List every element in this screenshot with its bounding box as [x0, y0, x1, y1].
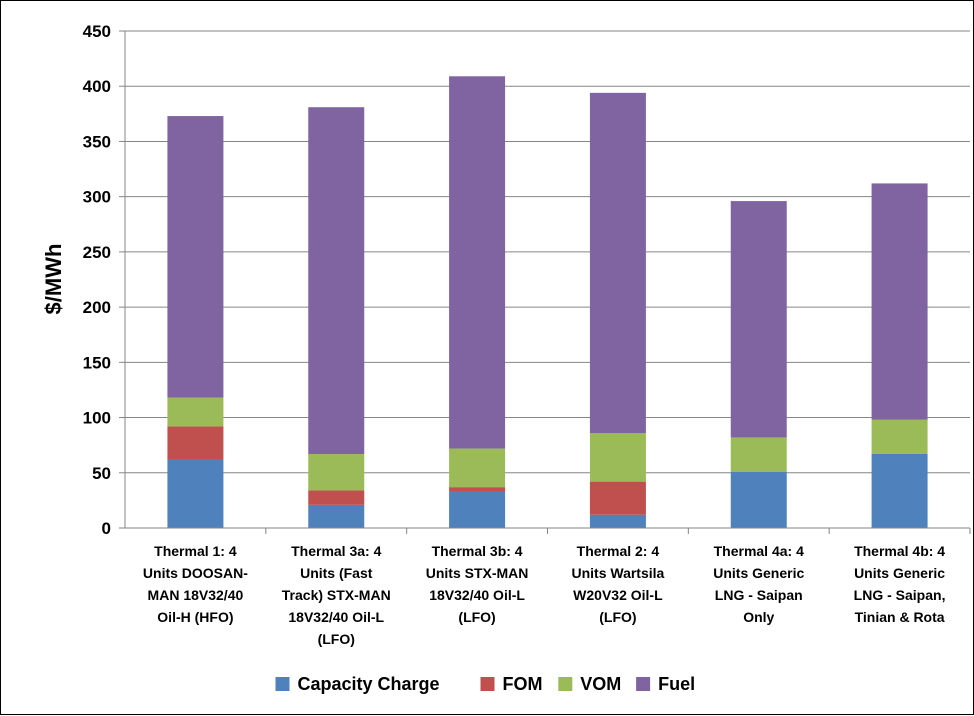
bar-segment-fuel: [449, 76, 506, 449]
y-tick-label: 350: [83, 132, 111, 151]
bar-segment-capacity-charge: [589, 514, 646, 528]
bar-segment-fom: [449, 487, 506, 492]
x-category-label: Thermal 4a: 4 Units Generic LNG - Saipan On…: [713, 543, 804, 625]
bar-segment-vom: [730, 437, 787, 472]
y-tick-label: 100: [83, 409, 111, 428]
x-category-label: Thermal 2: 4 Units Wartsila W20V32 Oil-L (L…: [571, 543, 664, 625]
y-tick-label: 300: [83, 188, 111, 207]
y-tick-label: 200: [83, 298, 111, 317]
y-tick-label: 150: [83, 353, 111, 372]
legend-label: Capacity Charge: [298, 674, 440, 694]
y-axis-ticks: 0 50 100 150 200 250 300 350 400 450: [83, 22, 125, 538]
bar-segment-vom: [589, 433, 646, 482]
bar-segment-capacity-charge: [308, 504, 365, 528]
x-axis-category-labels: Thermal 1: 4 Units DOOSAN-MAN 18V32/40 Oil…: [143, 543, 946, 647]
legend-item: Fuel: [636, 674, 695, 694]
y-tick-label: 450: [83, 22, 111, 41]
bar-segment-capacity-charge: [449, 491, 506, 528]
legend-item: VOM: [558, 674, 621, 694]
bar-segment-fom: [308, 490, 365, 505]
y-tick-label: 400: [83, 77, 111, 96]
y-tick-label: 250: [83, 243, 111, 262]
legend-swatch: [558, 677, 573, 691]
gridlines: [125, 30, 970, 474]
x-category-label: Thermal 3b: 4 Units STX-MAN 18V32/40 Oil-L…: [426, 543, 529, 625]
bar-segment-vom: [167, 397, 224, 427]
bar-segment-fuel: [167, 116, 224, 398]
legend-swatch: [275, 677, 290, 691]
legend-label: FOM: [503, 674, 543, 694]
bar-segment-vom: [449, 448, 506, 488]
legend-swatch: [480, 677, 495, 691]
legend-label: Fuel: [658, 674, 695, 694]
x-category-label: Thermal 3a: 4 Units (Fast Track) STX-MAN 18…: [282, 543, 391, 647]
bar-segment-vom: [871, 419, 928, 455]
bar-segment-fuel: [871, 183, 928, 420]
y-tick-label: 0: [102, 519, 111, 538]
bar-segment-fuel: [730, 201, 787, 438]
bar-segment-vom: [308, 454, 365, 491]
bar-segment-fuel: [589, 92, 646, 434]
legend: Capacity Charge FOM VOM Fuel: [275, 674, 695, 694]
legend-swatch: [636, 677, 651, 691]
legend-label: VOM: [580, 674, 621, 694]
bar-segment-capacity-charge: [167, 459, 224, 528]
bar-segment-capacity-charge: [730, 471, 787, 528]
y-axis-label: $/MWh: [41, 244, 66, 315]
legend-item: Capacity Charge: [275, 674, 440, 694]
x-category-label: Thermal 4b: 4 Units Generic LNG - Saipan, T…: [854, 543, 946, 625]
legend-item: FOM: [480, 674, 543, 694]
bar-segment-fuel: [308, 107, 365, 455]
x-category-label: Thermal 1: 4 Units DOOSAN-MAN 18V32/40 Oil…: [143, 543, 248, 625]
bar-segment-fom: [589, 481, 646, 515]
bar-segment-fom: [167, 426, 224, 460]
y-tick-label: 50: [92, 464, 111, 483]
bars: [167, 76, 971, 534]
bar-segment-capacity-charge: [871, 454, 928, 528]
